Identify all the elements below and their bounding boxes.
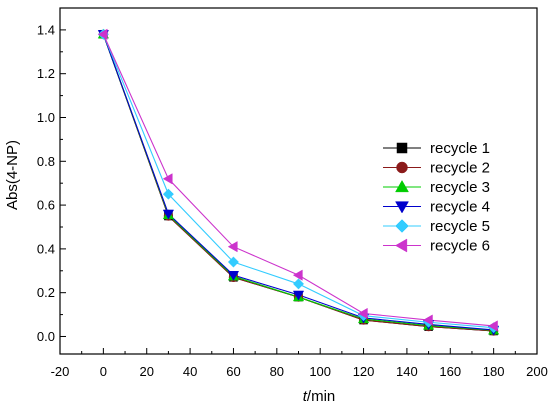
legend-label-recycle-3: recycle 3 <box>430 179 490 196</box>
data-point-recycle-4 <box>162 209 175 220</box>
legend-marker-recycle-2 <box>396 161 408 174</box>
legend-marker-recycle-4 <box>395 201 409 214</box>
x-axis-title: t/min <box>303 388 336 405</box>
legend-label-recycle-1: recycle 1 <box>430 140 490 157</box>
x-tick-label: 160 <box>439 364 461 379</box>
x-axis-title-unit: /min <box>307 388 335 405</box>
x-tick-label: 80 <box>270 364 284 379</box>
series-markers <box>97 28 500 336</box>
x-tick-label: 180 <box>483 364 505 379</box>
x-tick-label: 200 <box>526 364 548 379</box>
y-tick-label: 0.4 <box>37 241 55 256</box>
legend-marker-recycle-6 <box>394 238 408 253</box>
y-tick-label: 0.2 <box>37 285 55 300</box>
data-point-recycle-6 <box>422 314 433 326</box>
x-tick-label: 0 <box>100 364 107 379</box>
legend-marker-recycle-1 <box>396 142 408 154</box>
x-tick-label: 100 <box>309 364 331 379</box>
data-point-recycle-6 <box>97 28 108 40</box>
legend-marker-recycle-3 <box>395 179 409 193</box>
x-tick-label: 120 <box>353 364 375 379</box>
y-tick-label: 0.6 <box>37 198 55 213</box>
y-tick-label: 0.0 <box>37 329 55 344</box>
legend-label-recycle-6: recycle 6 <box>430 238 490 255</box>
data-point-recycle-6 <box>292 269 303 281</box>
y-tick-label: 1.0 <box>37 110 55 125</box>
legend-label-recycle-2: recycle 2 <box>430 160 490 177</box>
y-tick-label: 1.4 <box>37 22 55 37</box>
data-point-recycle-5 <box>292 278 305 290</box>
data-point-recycle-6 <box>162 173 173 185</box>
data-point-recycle-6 <box>357 307 368 320</box>
y-axis-title: Abs(4-NP) <box>4 140 21 210</box>
x-tick-label: 40 <box>183 364 197 379</box>
y-tick-label: 0.8 <box>37 154 55 169</box>
legend-marker-recycle-5 <box>395 219 409 233</box>
x-tick-label: 140 <box>396 364 418 379</box>
y-tick-label: 1.2 <box>37 66 55 81</box>
data-point-recycle-6 <box>487 320 498 332</box>
data-point-recycle-4 <box>292 290 305 301</box>
data-point-recycle-5 <box>227 256 240 268</box>
y-axis: 0.0 0.2 0.4 0.6 0.8 1.0 1.2 1.4 <box>37 22 66 344</box>
legend: recycle 1 recycle 2 recycle 3 recycle 4 recy… <box>383 140 490 255</box>
x-axis: -20 0 20 40 60 80 100 120 140 160 180 200 <box>51 348 548 379</box>
legend-label-recycle-5: recycle 5 <box>430 218 490 235</box>
x-tick-label: -20 <box>51 364 70 379</box>
legend-label-recycle-4: recycle 4 <box>430 199 490 216</box>
x-tick-label: 20 <box>139 364 153 379</box>
x-axis-title-italic: t <box>303 388 308 405</box>
data-point-recycle-5 <box>162 188 174 200</box>
data-point-recycle-6 <box>227 241 238 253</box>
data-point-recycle-4 <box>227 271 240 281</box>
x-tick-label: 60 <box>226 364 240 379</box>
